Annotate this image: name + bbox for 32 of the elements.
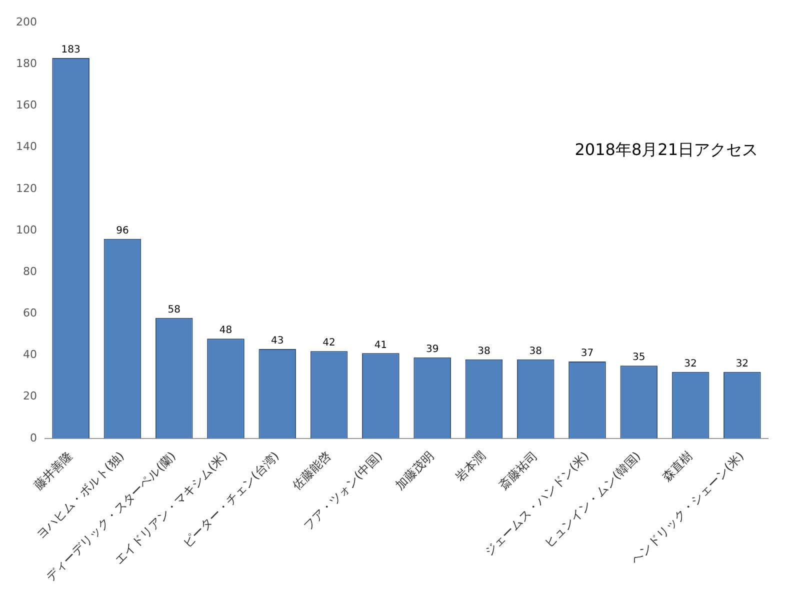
- data-label: 58: [168, 304, 180, 316]
- data-label: 32: [684, 358, 697, 370]
- data-label: 43: [271, 336, 284, 347]
- data-label: 48: [219, 325, 232, 336]
- data-label: 42: [322, 338, 336, 349]
- y-tick-label: 20: [22, 390, 37, 403]
- x-tick-label: 加藤茂明: [392, 448, 437, 493]
- x-tick-label: 岩本潤: [452, 448, 488, 484]
- y-tick-label: 80: [22, 264, 37, 278]
- data-label: 183: [61, 44, 80, 56]
- data-label: 35: [632, 352, 646, 364]
- y-tick-label: 100: [16, 223, 37, 236]
- data-label: 32: [736, 358, 749, 370]
- y-tick-label: 0: [30, 431, 37, 444]
- data-label: 96: [116, 225, 129, 236]
- x-tick-label: 佐藤能啓: [290, 448, 334, 493]
- y-tick-label: 160: [16, 98, 37, 112]
- data-label: 38: [529, 346, 542, 357]
- y-tick-label: 140: [16, 140, 37, 154]
- annotation: 2018年8月21日アクセス: [574, 140, 758, 159]
- data-label: 39: [426, 344, 439, 355]
- y-tick-label: 120: [16, 182, 37, 195]
- x-tick-label: 森直樹: [660, 448, 695, 484]
- y-tick-label: 180: [16, 57, 37, 70]
- x-tick-label: 藤井善隆: [31, 448, 76, 493]
- y-tick-label: 40: [22, 348, 37, 362]
- data-label: 41: [374, 340, 388, 351]
- data-label: 37: [580, 348, 594, 360]
- y-tick-label: 60: [22, 306, 37, 320]
- data-label: 38: [478, 346, 490, 357]
- y-tick-label: 200: [16, 15, 37, 28]
- x-tick-label: 斎藤祐司: [496, 448, 540, 493]
